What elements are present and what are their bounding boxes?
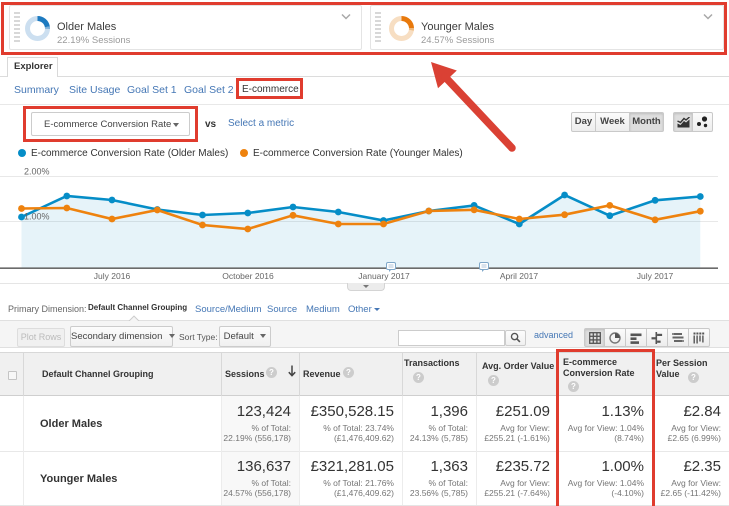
- svg-text:April 2017: April 2017: [500, 271, 539, 281]
- svg-text:July 2017: July 2017: [637, 271, 674, 281]
- svg-text:2.00%: 2.00%: [24, 167, 50, 177]
- svg-text:1.00%: 1.00%: [24, 212, 50, 222]
- svg-text:October 2016: October 2016: [222, 271, 274, 281]
- svg-text:January 2017: January 2017: [358, 271, 410, 281]
- svg-text:July 2016: July 2016: [94, 271, 131, 281]
